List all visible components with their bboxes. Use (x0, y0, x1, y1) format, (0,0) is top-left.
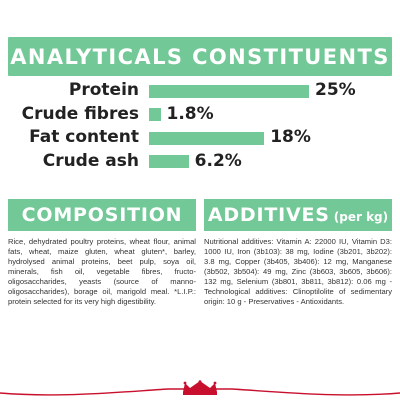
category-label: Fat content (29, 127, 139, 147)
bar-crude-fibres (149, 108, 161, 121)
additives-title: ADDITIVES (207, 204, 330, 226)
value-label: 1.8% (166, 103, 214, 124)
category-label: Crude ash (42, 150, 139, 171)
analyticals-banner: ANALYTICALS CONSTITUENTS (8, 37, 392, 76)
additives-header: ADDITIVES (per kg) (204, 199, 392, 231)
bar-crude-ash (149, 155, 189, 168)
value-label: 6.2% (194, 150, 242, 171)
additives-text: Nutritional additives: Vitamin A: 22000 … (204, 237, 392, 306)
bar-protein (149, 84, 309, 98)
analyticals-title: ANALYTICALS CONSTITUENTS (10, 44, 390, 69)
bar-fat-content (149, 131, 265, 145)
crown-logo-icon (183, 380, 217, 395)
composition-header: COMPOSITION (8, 199, 196, 231)
category-label: Protein (68, 80, 139, 100)
additives-suffix: (per kg) (333, 210, 389, 224)
analyticals-chart: Protein 25% Crude fibres 1.8% Fat content 18%… (21, 80, 356, 171)
category-label: Crude fibres (21, 103, 139, 124)
composition-text: Rice, dehydrated poultry proteins, wheat… (8, 237, 196, 306)
footer-decoration (0, 380, 400, 396)
value-label: 18% (270, 127, 311, 147)
value-label: 25% (315, 80, 356, 100)
composition-title: COMPOSITION (21, 204, 183, 226)
